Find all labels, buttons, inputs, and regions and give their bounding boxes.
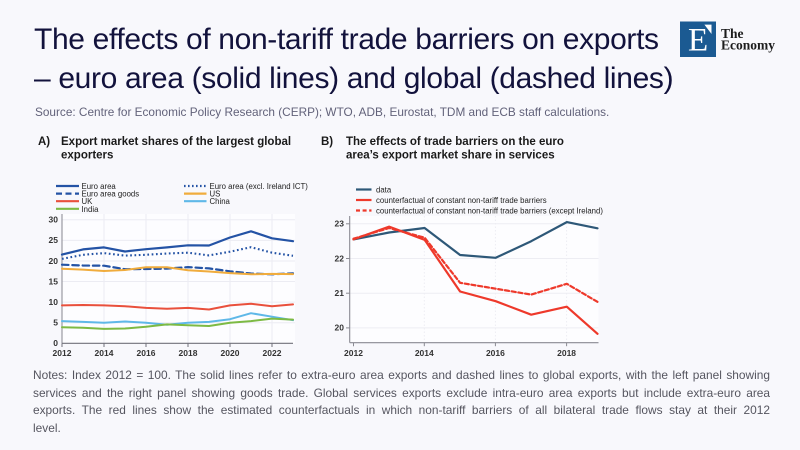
svg-text:The effects of trade barriers: The effects of trade barriers on the eur…	[346, 136, 564, 148]
svg-text:21: 21	[335, 288, 345, 298]
svg-text:2020: 2020	[221, 348, 240, 358]
svg-text:area’s export market share in: area’s export market share in services	[346, 150, 555, 162]
svg-text:2014: 2014	[415, 348, 434, 358]
svg-text:counterfactual of constant non: counterfactual of constant non-tariff tr…	[376, 196, 547, 205]
svg-text:Economy: Economy	[721, 38, 775, 53]
svg-text:A): A)	[38, 136, 50, 148]
svg-text:2012: 2012	[344, 348, 363, 358]
svg-text:2012: 2012	[53, 348, 72, 358]
svg-text:30: 30	[49, 215, 59, 225]
svg-text:23: 23	[335, 219, 345, 229]
svg-text:exporters: exporters	[61, 150, 113, 162]
svg-text:15: 15	[49, 276, 59, 286]
svg-text:UK: UK	[82, 197, 94, 206]
svg-text:India: India	[82, 205, 100, 214]
svg-text:25: 25	[49, 235, 59, 245]
svg-text:B): B)	[321, 136, 333, 148]
svg-text:2016: 2016	[137, 348, 156, 358]
svg-text:US: US	[210, 190, 221, 199]
svg-text:The: The	[721, 26, 744, 41]
svg-text:E: E	[688, 23, 708, 59]
svg-text:Euro area (excl. Ireland ICT): Euro area (excl. Ireland ICT)	[210, 182, 309, 191]
svg-text:20: 20	[49, 256, 59, 266]
svg-text:China: China	[210, 197, 231, 206]
svg-text:data: data	[376, 186, 392, 195]
svg-text:2014: 2014	[95, 348, 114, 358]
svg-text:22: 22	[335, 253, 345, 263]
svg-text:2018: 2018	[179, 348, 198, 358]
svg-text:20: 20	[335, 323, 345, 333]
svg-text:2018: 2018	[557, 348, 576, 358]
svg-text:Euro area goods: Euro area goods	[82, 190, 140, 199]
svg-text:5: 5	[53, 318, 58, 328]
svg-text:0: 0	[53, 338, 58, 348]
svg-text:Export market shares of the la: Export market shares of the largest glob…	[61, 136, 291, 148]
svg-text:2016: 2016	[486, 348, 505, 358]
svg-text:counterfactual of constant non: counterfactual of constant non-tariff tr…	[376, 207, 603, 216]
svg-text:2022: 2022	[263, 348, 282, 358]
svg-text:10: 10	[49, 297, 59, 307]
svg-text:Euro area: Euro area	[82, 182, 117, 191]
